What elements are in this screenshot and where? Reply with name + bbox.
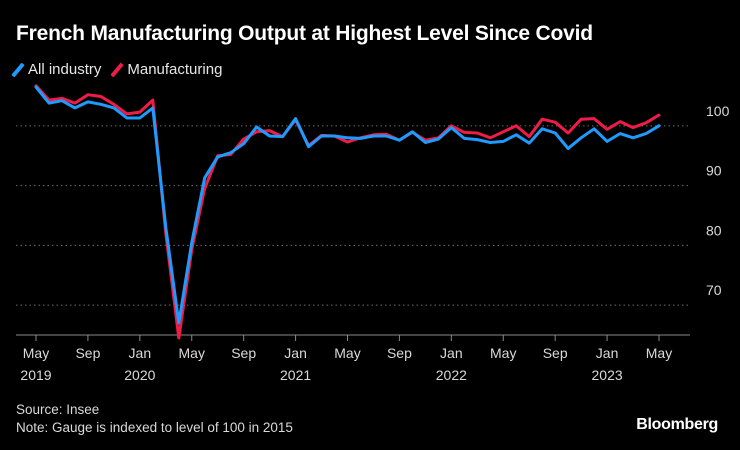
legend-item-manufacturing: Manufacturing [110,61,223,78]
legend-label-manufacturing: Manufacturing [127,61,223,78]
x-tick-label-jan-20: Jan [284,345,307,361]
bloomberg-logo: Bloomberg [636,416,718,433]
x-tick-label-jan-32: Jan [440,345,463,361]
legend-label-all-industry: All industry [28,61,102,78]
legend-item-all-industry: All industry [11,61,102,78]
series-line-all-industry [34,85,661,325]
x-tick-year-2019: 2019 [20,367,51,383]
x-tick-label-may-24: May [334,345,360,361]
x-tick-label-jan-8: Jan [129,345,152,361]
x-tick-year-2021: 2021 [280,367,311,383]
x-tick-year-2022: 2022 [436,367,467,383]
x-tick-label-may-48: May [646,345,672,361]
index-note: Note: Gauge is indexed to level of 100 i… [16,420,293,435]
x-tick-label-sep-16: Sep [231,345,256,361]
footer: Source: Insee Note: Gauge is indexed to … [16,401,293,437]
x-tick-label-jan-44: Jan [596,345,619,361]
y-tick-label-100: 100 [706,103,730,119]
x-tick-year-2020: 2020 [124,367,155,383]
x-tick-label-may-0: May [23,345,49,361]
x-tick-year-2023: 2023 [592,367,623,383]
legend: All industry Manufacturing [11,61,236,78]
x-tick-label-may-12: May [179,345,205,361]
x-tick-label-may-36: May [490,345,516,361]
x-tick-label-sep-4: Sep [75,345,100,361]
chart-title: French Manufacturing Output at Highest L… [16,22,593,45]
line-chart: 70 80 90 100 May 2019 Sep Jan 2020 May Sep Jan 2021 M… [16,84,730,383]
source-note: Source: Insee [16,402,100,417]
x-tick-label-sep-40: Sep [543,345,568,361]
y-tick-label-90: 90 [706,163,722,179]
x-tick-label-sep-28: Sep [387,345,412,361]
y-tick-label-80: 80 [706,222,722,238]
series-line-manufacturing [34,84,661,340]
y-tick-label-70: 70 [706,282,722,298]
